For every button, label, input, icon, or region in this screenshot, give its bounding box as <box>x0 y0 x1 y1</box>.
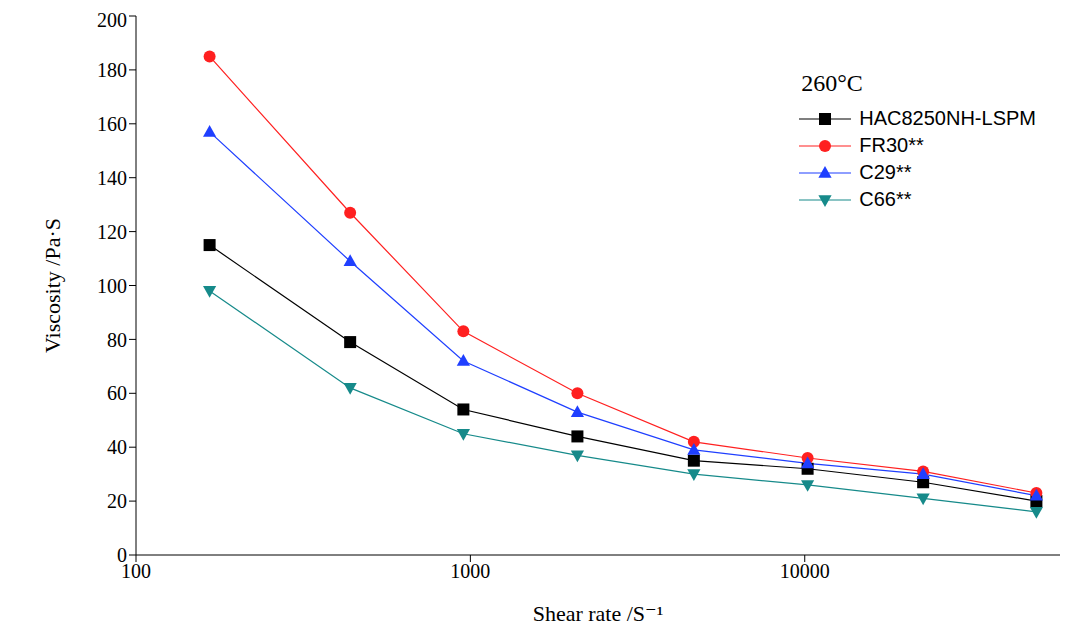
svg-text:140: 140 <box>97 167 127 189</box>
svg-text:120: 120 <box>97 221 127 243</box>
html-text:C66**: C66** <box>859 188 912 210</box>
svg-text:20: 20 <box>107 490 127 512</box>
svg-text:Viscosity /Pa·S: Viscosity /Pa·S <box>40 218 65 353</box>
svg-text:180: 180 <box>97 59 127 81</box>
svg-text:60: 60 <box>107 382 127 404</box>
svg-text:100: 100 <box>97 275 127 297</box>
svg-text:40: 40 <box>107 436 127 458</box>
svg-text:80: 80 <box>107 329 127 351</box>
html-text:C29**: C29** <box>859 161 912 183</box>
svg-text:0: 0 <box>117 544 127 566</box>
svg-text:160: 160 <box>97 113 127 135</box>
svg-text:10000: 10000 <box>780 560 830 582</box>
svg-text:100: 100 <box>121 560 151 583</box>
html-text:HAC8250NH-LSPM: HAC8250NH-LSPM <box>859 107 1036 129</box>
html-text:260°C: 260°C <box>801 70 863 96</box>
svg-text:Shear rate /S⁻¹: Shear rate /S⁻¹ <box>533 601 664 623</box>
svg-text:200: 200 <box>97 9 127 31</box>
html-text:FR30**: FR30** <box>859 134 924 156</box>
svg-text:1000: 1000 <box>450 560 490 582</box>
